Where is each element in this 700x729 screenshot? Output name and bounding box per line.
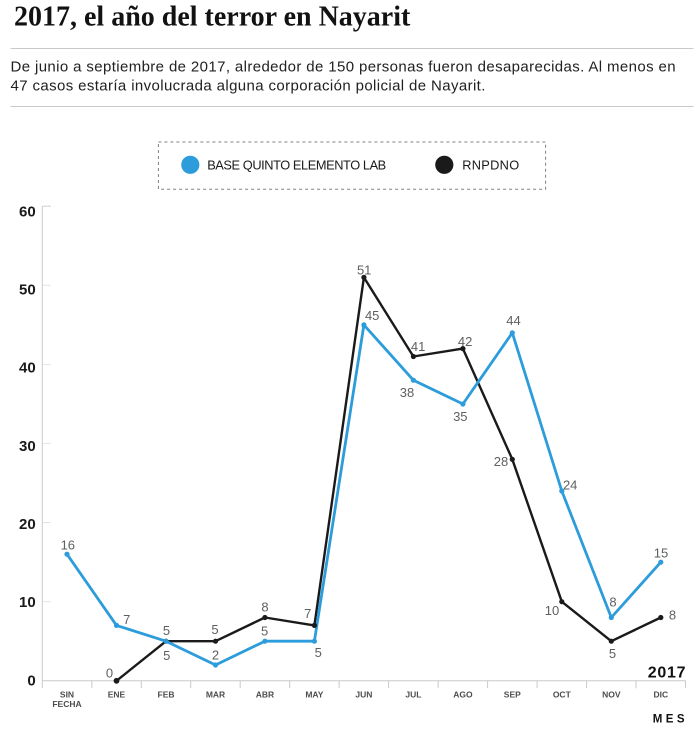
svg-text:50: 50	[19, 282, 36, 299]
svg-text:51: 51	[357, 262, 371, 277]
svg-text:0: 0	[106, 666, 113, 681]
svg-text:40: 40	[19, 360, 36, 377]
svg-text:AGO: AGO	[453, 690, 473, 700]
svg-text:41: 41	[411, 339, 425, 354]
svg-text:10: 10	[545, 603, 559, 618]
svg-text:MAR: MAR	[206, 690, 225, 700]
svg-text:2017: 2017	[648, 664, 687, 681]
svg-text:5: 5	[315, 645, 322, 660]
svg-text:8: 8	[261, 600, 268, 615]
svg-text:10: 10	[19, 594, 36, 611]
svg-text:28: 28	[494, 454, 508, 469]
svg-text:44: 44	[506, 313, 520, 328]
svg-text:FEB: FEB	[158, 690, 175, 700]
svg-text:38: 38	[400, 385, 414, 400]
svg-text:8: 8	[669, 608, 676, 623]
svg-text:5: 5	[261, 624, 268, 639]
svg-text:15: 15	[654, 546, 668, 561]
svg-text:7: 7	[304, 606, 311, 621]
svg-text:De junio a septiembre de 2017,: De junio a septiembre de 2017, alrededor…	[11, 59, 676, 76]
svg-text:2: 2	[212, 648, 219, 663]
svg-text:BASE QUINTO ELEMENTO LAB: BASE QUINTO ELEMENTO LAB	[207, 157, 386, 172]
svg-text:NOV: NOV	[602, 690, 621, 700]
svg-text:35: 35	[453, 409, 467, 424]
svg-text:RNPDNO: RNPDNO	[462, 157, 519, 172]
svg-text:16: 16	[61, 538, 75, 553]
svg-text:24: 24	[563, 478, 577, 493]
svg-text:SIN: SIN	[60, 690, 74, 700]
svg-text:FECHA: FECHA	[52, 699, 81, 709]
svg-text:30: 30	[19, 438, 36, 455]
svg-text:JUL: JUL	[405, 690, 421, 700]
svg-text:5: 5	[609, 646, 616, 661]
svg-text:8: 8	[609, 595, 616, 610]
svg-text:ABR: ABR	[256, 690, 274, 700]
svg-text:OCT: OCT	[553, 690, 572, 700]
svg-text:MES: MES	[653, 714, 688, 726]
svg-text:MAY: MAY	[305, 690, 323, 700]
svg-text:ENE: ENE	[108, 690, 126, 700]
svg-text:JUN: JUN	[355, 690, 372, 700]
svg-text:47 casos estaría involucrada a: 47 casos estaría involucrada alguna corp…	[11, 77, 486, 94]
svg-text:7: 7	[123, 612, 130, 627]
svg-text:20: 20	[19, 516, 36, 533]
svg-text:5: 5	[163, 623, 170, 638]
svg-text:2017, el año del terror en Nay: 2017, el año del terror en Nayarit	[14, 2, 411, 33]
svg-text:DIC: DIC	[653, 690, 668, 700]
svg-text:5: 5	[163, 648, 170, 663]
svg-text:42: 42	[458, 334, 472, 349]
svg-text:60: 60	[19, 203, 36, 220]
svg-text:5: 5	[211, 622, 218, 637]
svg-text:0: 0	[27, 672, 35, 689]
svg-text:SEP: SEP	[504, 690, 521, 700]
svg-text:45: 45	[365, 308, 379, 323]
